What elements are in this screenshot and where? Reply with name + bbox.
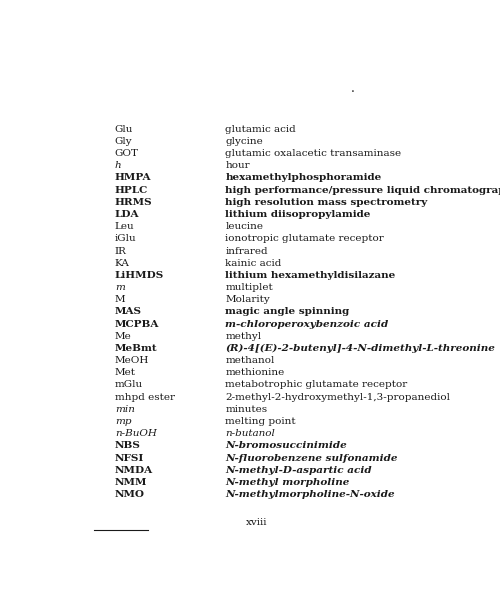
Text: MeBmt: MeBmt [115, 344, 158, 353]
Text: MAS: MAS [115, 308, 142, 316]
Text: m: m [115, 283, 124, 292]
Text: mp: mp [115, 417, 132, 426]
Text: Leu: Leu [115, 222, 134, 231]
Text: minutes: minutes [225, 405, 268, 414]
Text: MeOH: MeOH [115, 356, 149, 365]
Text: IR: IR [115, 246, 126, 256]
Text: ionotropic glutamate receptor: ionotropic glutamate receptor [225, 234, 384, 243]
Text: methionine: methionine [225, 368, 284, 378]
Text: Molarity: Molarity [225, 295, 270, 304]
Text: N-bromosuccinimide: N-bromosuccinimide [225, 441, 347, 451]
Text: hour: hour [225, 161, 250, 170]
Text: high performance/pressure liquid chromatography: high performance/pressure liquid chromat… [225, 186, 500, 195]
Text: LiHMDS: LiHMDS [115, 271, 164, 280]
Text: hexamethylphosphoramide: hexamethylphosphoramide [225, 173, 382, 183]
Text: M: M [115, 295, 126, 304]
Text: infrared: infrared [225, 246, 268, 256]
Text: Glu: Glu [115, 125, 133, 134]
Text: GOT: GOT [115, 149, 139, 158]
Text: high resolution mass spectrometry: high resolution mass spectrometry [225, 198, 428, 207]
Text: Gly: Gly [115, 137, 132, 146]
Text: NMO: NMO [115, 490, 145, 499]
Text: magic angle spinning: magic angle spinning [225, 308, 350, 316]
Text: lithium hexamethyldisilazane: lithium hexamethyldisilazane [225, 271, 396, 280]
Text: Me: Me [115, 332, 132, 341]
Text: HPLC: HPLC [115, 186, 148, 195]
Text: multiplet: multiplet [225, 283, 273, 292]
Text: KA: KA [115, 259, 130, 268]
Text: iGlu: iGlu [115, 234, 136, 243]
Text: glutamic oxalacetic transaminase: glutamic oxalacetic transaminase [225, 149, 402, 158]
Text: n-BuOH: n-BuOH [115, 429, 156, 438]
Text: lithium diisopropylamide: lithium diisopropylamide [225, 210, 370, 219]
Text: melting point: melting point [225, 417, 296, 426]
Text: xviii: xviii [246, 519, 267, 527]
Text: glutamic acid: glutamic acid [225, 125, 296, 134]
Text: N-fluorobenzene sulfonamide: N-fluorobenzene sulfonamide [225, 454, 398, 463]
Text: leucine: leucine [225, 222, 263, 231]
Text: LDA: LDA [115, 210, 140, 219]
Text: mGlu: mGlu [115, 381, 143, 389]
Text: h: h [115, 161, 121, 170]
Text: HRMS: HRMS [115, 198, 152, 207]
Text: .: . [351, 82, 355, 95]
Text: glycine: glycine [225, 137, 263, 146]
Text: metabotrophic glutamate receptor: metabotrophic glutamate receptor [225, 381, 408, 389]
Text: min: min [115, 405, 134, 414]
Text: NBS: NBS [115, 441, 140, 451]
Text: MCPBA: MCPBA [115, 319, 159, 329]
Text: N-methyl morpholine: N-methyl morpholine [225, 478, 350, 487]
Text: HMPA: HMPA [115, 173, 152, 183]
Text: methyl: methyl [225, 332, 262, 341]
Text: Met: Met [115, 368, 136, 378]
Text: methanol: methanol [225, 356, 274, 365]
Text: NMDA: NMDA [115, 466, 153, 474]
Text: N-methyl-D-aspartic acid: N-methyl-D-aspartic acid [225, 466, 372, 474]
Text: kainic acid: kainic acid [225, 259, 281, 268]
Text: N-methylmorpholine-N-oxide: N-methylmorpholine-N-oxide [225, 490, 395, 499]
Text: 2-methyl-2-hydroxymethyl-1,3-propanediol: 2-methyl-2-hydroxymethyl-1,3-propanediol [225, 393, 450, 402]
Text: (R)-4[(E)-2-butenyl]-4-N-dimethyl-L-threonine: (R)-4[(E)-2-butenyl]-4-N-dimethyl-L-thre… [225, 344, 495, 353]
Text: NMM: NMM [115, 478, 148, 487]
Text: NFSI: NFSI [115, 454, 144, 463]
Text: n-butanol: n-butanol [225, 429, 275, 438]
Text: mhpd ester: mhpd ester [115, 393, 175, 402]
Text: m-chloroperoxybenzoic acid: m-chloroperoxybenzoic acid [225, 319, 388, 329]
